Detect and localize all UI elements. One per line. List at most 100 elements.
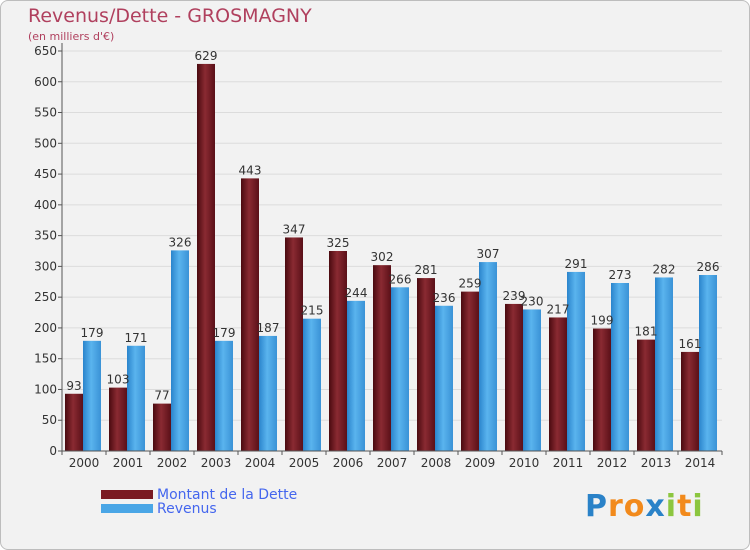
bar-revenue-2014 bbox=[699, 275, 717, 451]
data-label-debt-2014: 161 bbox=[679, 337, 702, 351]
data-label-debt-2008: 281 bbox=[415, 263, 438, 277]
data-label-revenue-2010: 230 bbox=[521, 294, 544, 308]
data-label-revenue-2001: 171 bbox=[125, 331, 148, 345]
y-tick-label: 0 bbox=[49, 444, 57, 458]
data-label-revenue-2013: 282 bbox=[653, 262, 676, 276]
bar-revenue-2004 bbox=[259, 335, 277, 451]
data-label-debt-2011: 217 bbox=[547, 302, 570, 316]
y-tick-label: 450 bbox=[34, 167, 57, 181]
logo-letter: i bbox=[692, 489, 704, 524]
x-tick-label: 2007 bbox=[377, 456, 408, 470]
data-label-revenue-2005: 215 bbox=[301, 304, 324, 318]
chart-title: Revenus/Dette - GROSMAGNY bbox=[28, 5, 312, 27]
bar-debt-2011 bbox=[549, 317, 567, 451]
data-label-debt-2010: 239 bbox=[503, 289, 526, 303]
data-label-debt-2007: 302 bbox=[371, 250, 394, 264]
x-tick-label: 2002 bbox=[157, 456, 188, 470]
data-label-revenue-2006: 244 bbox=[345, 286, 368, 300]
x-tick-label: 2000 bbox=[69, 456, 100, 470]
bar-debt-2002 bbox=[153, 403, 171, 451]
bar-revenue-2006 bbox=[347, 300, 365, 451]
data-label-debt-2004: 443 bbox=[239, 163, 262, 177]
bar-debt-2007 bbox=[373, 265, 391, 451]
y-tick-label: 400 bbox=[34, 198, 57, 212]
y-tick-label: 150 bbox=[34, 352, 57, 366]
legend-swatch-revenue bbox=[101, 504, 153, 513]
bar-revenue-2013 bbox=[655, 277, 673, 451]
x-tick-label: 2003 bbox=[201, 456, 232, 470]
logo-letter: t bbox=[677, 489, 693, 524]
bar-debt-2005 bbox=[285, 237, 303, 451]
data-label-revenue-2012: 273 bbox=[609, 268, 632, 282]
x-tick-label: 2012 bbox=[597, 456, 628, 470]
data-label-debt-2006: 325 bbox=[327, 236, 350, 250]
data-label-debt-2009: 259 bbox=[459, 277, 482, 291]
bar-revenue-2000 bbox=[83, 340, 101, 451]
bar-debt-2001 bbox=[109, 387, 127, 451]
data-label-revenue-2011: 291 bbox=[565, 257, 588, 271]
x-tick-label: 2011 bbox=[553, 456, 584, 470]
chart-subtitle: (en milliers d'€) bbox=[28, 30, 115, 43]
x-tick-label: 2010 bbox=[509, 456, 540, 470]
data-label-revenue-2003: 179 bbox=[213, 326, 236, 340]
y-tick-label: 600 bbox=[34, 75, 57, 89]
y-tick-label: 100 bbox=[34, 382, 57, 396]
bar-revenue-2001 bbox=[127, 345, 145, 451]
x-tick-label: 2008 bbox=[421, 456, 452, 470]
bar-revenue-2008 bbox=[435, 305, 453, 451]
data-label-revenue-2014: 286 bbox=[697, 260, 720, 274]
y-tick-label: 350 bbox=[34, 229, 57, 243]
y-tick-label: 200 bbox=[34, 321, 57, 335]
bar-debt-2012 bbox=[593, 328, 611, 451]
y-tick-label: 550 bbox=[34, 106, 57, 120]
data-label-debt-2012: 199 bbox=[591, 314, 614, 328]
bar-revenue-2010 bbox=[523, 309, 541, 451]
bar-debt-2009 bbox=[461, 291, 479, 451]
y-tick-label: 300 bbox=[34, 259, 57, 273]
data-label-debt-2001: 103 bbox=[107, 373, 130, 387]
bar-revenue-2007 bbox=[391, 287, 409, 451]
bar-debt-2010 bbox=[505, 303, 523, 451]
data-label-revenue-2004: 187 bbox=[257, 321, 280, 335]
bar-debt-2013 bbox=[637, 339, 655, 451]
data-label-debt-2000: 93 bbox=[66, 379, 81, 393]
bar-revenue-2005 bbox=[303, 318, 321, 451]
bar-revenue-2009 bbox=[479, 262, 497, 451]
y-tick-label: 50 bbox=[42, 413, 57, 427]
data-label-revenue-2009: 307 bbox=[477, 247, 500, 261]
proxiti-logo: Proxiti bbox=[585, 489, 704, 524]
data-label-revenue-2000: 179 bbox=[81, 326, 104, 340]
bar-revenue-2012 bbox=[611, 283, 629, 451]
legend-label-debt: Montant de la Dette bbox=[157, 487, 298, 503]
bar-debt-2003 bbox=[197, 63, 215, 452]
bar-revenue-2011 bbox=[567, 271, 585, 451]
data-label-debt-2013: 181 bbox=[635, 325, 658, 339]
bar-revenue-2003 bbox=[215, 340, 233, 451]
bar-debt-2008 bbox=[417, 278, 435, 451]
data-label-revenue-2008: 236 bbox=[433, 291, 456, 305]
data-label-debt-2005: 347 bbox=[283, 222, 306, 236]
legend-label-revenue: Revenus bbox=[157, 501, 217, 517]
bar-debt-2014 bbox=[681, 351, 699, 451]
x-tick-label: 2004 bbox=[245, 456, 276, 470]
x-tick-label: 2013 bbox=[641, 456, 672, 470]
y-tick-label: 500 bbox=[34, 136, 57, 150]
data-label-revenue-2007: 266 bbox=[389, 272, 412, 286]
logo-letter: x bbox=[645, 489, 666, 524]
legend-swatch-debt bbox=[101, 490, 153, 499]
bar-debt-2000 bbox=[65, 393, 83, 451]
data-label-debt-2002: 77 bbox=[154, 389, 169, 403]
data-label-debt-2003: 629 bbox=[195, 49, 218, 63]
bar-debt-2006 bbox=[329, 251, 347, 451]
x-tick-label: 2001 bbox=[113, 456, 144, 470]
logo-letter: P bbox=[585, 489, 608, 524]
x-tick-label: 2006 bbox=[333, 456, 364, 470]
bar-revenue-2002 bbox=[171, 250, 189, 451]
x-tick-label: 2009 bbox=[465, 456, 496, 470]
x-tick-label: 2014 bbox=[685, 456, 716, 470]
bar-debt-2004 bbox=[241, 178, 259, 451]
x-tick-label: 2005 bbox=[289, 456, 320, 470]
data-label-revenue-2002: 326 bbox=[169, 235, 192, 249]
